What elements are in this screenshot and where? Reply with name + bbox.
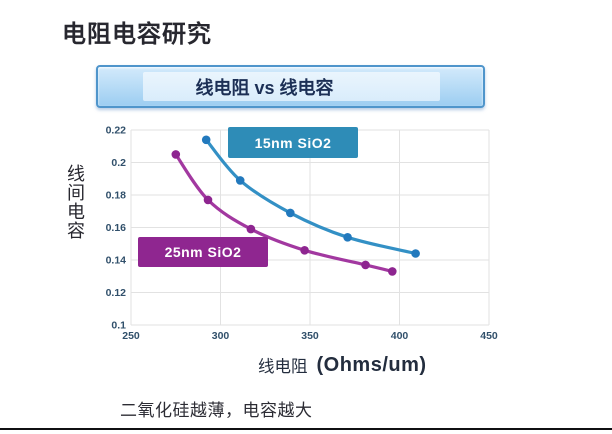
banner: 线电阻 vs 线电容 — [96, 65, 485, 108]
slide-title: 电阻电容研究 — [62, 21, 212, 48]
svg-text:0.22: 0.22 — [106, 125, 127, 137]
x-axis-label-unit: (Ohms/um) — [316, 353, 427, 376]
banner-title: 线电阻 vs 线电容 — [195, 77, 334, 98]
svg-text:250: 250 — [122, 330, 140, 342]
svg-text:0.1: 0.1 — [111, 320, 126, 332]
svg-text:0.12: 0.12 — [106, 287, 127, 299]
svg-text:400: 400 — [391, 330, 409, 342]
banner-inner-panel — [143, 72, 440, 101]
x-axis-label: 线电阻 (Ohms/um) — [258, 350, 427, 380]
svg-text:0.2: 0.2 — [111, 157, 126, 169]
svg-text:0.14: 0.14 — [106, 255, 127, 267]
series-label-box: 25nm SiO2 — [138, 237, 268, 267]
conclusion-note: 二氧化硅越薄，电容越大 — [120, 401, 313, 420]
bottom-divider — [0, 428, 612, 430]
y-axis-label: 线间电容 — [65, 164, 85, 240]
chart: 0.1 0.12 0.14 0.16 0.18 0.2 0.22 250 300 350 400 45… — [95, 116, 505, 356]
svg-text:0.18: 0.18 — [106, 190, 127, 202]
svg-text:300: 300 — [212, 330, 230, 342]
svg-text:350: 350 — [301, 330, 319, 342]
x-axis-label-text: 线电阻 — [258, 358, 308, 376]
series-label-box: 15nm SiO2 — [228, 127, 358, 158]
svg-text:0.16: 0.16 — [106, 222, 127, 234]
svg-text:450: 450 — [480, 330, 498, 342]
